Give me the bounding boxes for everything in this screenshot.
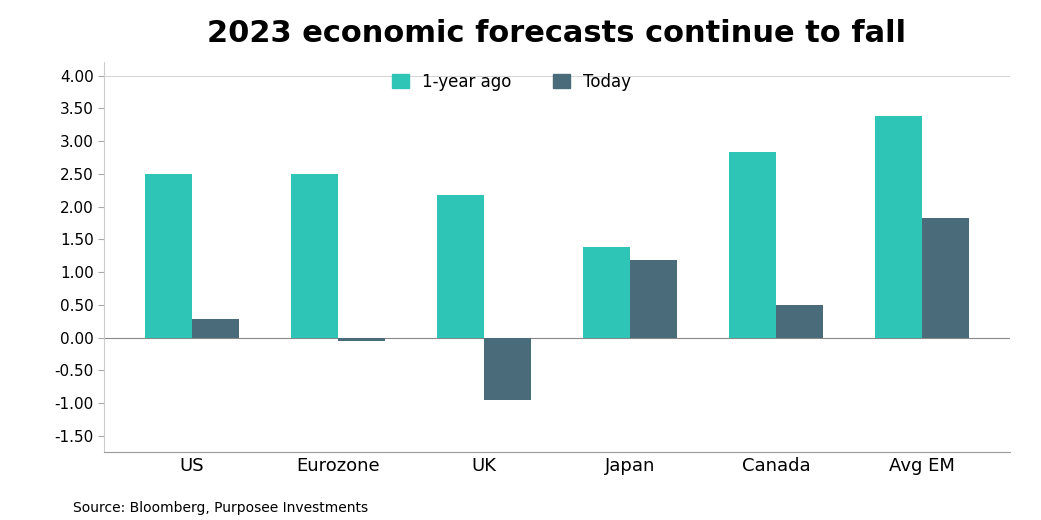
Legend: 1-year ago, Today: 1-year ago, Today (392, 73, 631, 90)
Bar (630, 261, 677, 337)
Bar (146, 174, 192, 337)
Bar (583, 247, 630, 337)
Bar (729, 152, 776, 337)
Bar (875, 116, 922, 337)
Bar (922, 218, 968, 337)
Bar (776, 305, 822, 337)
Title: 2023 economic forecasts continue to fall: 2023 economic forecasts continue to fall (207, 19, 907, 47)
Bar (437, 195, 484, 337)
Text: Source: Bloomberg, Purposee Investments: Source: Bloomberg, Purposee Investments (73, 501, 369, 515)
Bar (484, 337, 531, 400)
Bar (338, 337, 385, 341)
Bar (291, 174, 338, 337)
Bar (192, 319, 238, 337)
